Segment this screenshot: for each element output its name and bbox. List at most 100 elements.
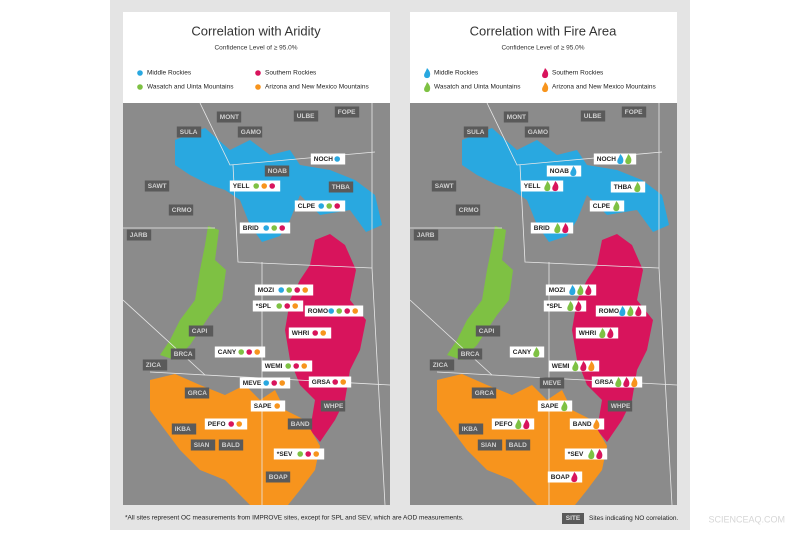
site-label: MEVE <box>243 380 262 387</box>
site-label: IKBA <box>175 426 191 433</box>
site-label: WEMI <box>552 363 570 370</box>
site-badge-box <box>503 111 529 123</box>
site-label: BOAP <box>551 474 570 481</box>
site-badge: ROMO <box>595 305 647 317</box>
site-badge: GAMO <box>237 126 263 138</box>
site-marker <box>263 380 270 386</box>
site-label: GRSA <box>312 379 331 386</box>
site-label: CANY <box>218 349 237 356</box>
site-badge: CLPE <box>294 200 346 212</box>
site-badge: SAWT <box>144 180 170 192</box>
site-badge: *SEV <box>564 448 608 460</box>
site-badge-box <box>471 387 497 399</box>
site-badge: BAND <box>569 418 605 430</box>
site-label: JARB <box>130 232 148 239</box>
site-badge: MOZI <box>254 284 314 296</box>
site-label: YELL <box>233 183 250 190</box>
site-badge-box <box>308 376 352 388</box>
site-label: FOPE <box>338 109 356 116</box>
site-marker <box>284 303 291 309</box>
site-badge: YELL <box>520 180 564 192</box>
site-marker <box>294 287 301 293</box>
site-label: SULA <box>180 129 198 136</box>
site-label: CLPE <box>593 203 611 210</box>
site-badge: SAPE <box>537 400 573 412</box>
site-badge-box <box>475 325 501 337</box>
site-label: BALD <box>222 442 240 449</box>
site-label: BOAP <box>269 474 288 481</box>
site-badge-box <box>170 348 196 360</box>
site-label: ROMO <box>308 308 328 315</box>
site-label: ZICA <box>433 362 448 369</box>
site-marker <box>332 379 339 385</box>
site-badge-box <box>575 327 619 339</box>
site-marker <box>236 421 242 427</box>
site-marker <box>263 225 270 231</box>
site-badge-box <box>569 418 605 430</box>
site-badge-box <box>509 346 545 358</box>
site-label: BALD <box>509 442 527 449</box>
site-badge: BOAP <box>547 471 583 483</box>
site-badge: MOZI <box>545 284 597 296</box>
site-label: PEFO <box>495 421 513 428</box>
site-badge-box <box>491 418 535 430</box>
site-marker <box>253 183 259 189</box>
site-label: CRMO <box>172 207 192 214</box>
site-badge-box <box>429 359 455 371</box>
site-label: ULBE <box>297 113 315 120</box>
site-badge-box <box>218 439 244 451</box>
site-marker <box>238 349 244 355</box>
site-badge: JARB <box>126 229 152 241</box>
site-badge-box <box>607 400 633 412</box>
site-label: BRID <box>534 225 550 232</box>
site-marker <box>279 380 286 386</box>
site-marker <box>328 308 335 314</box>
legend-icon <box>137 84 143 90</box>
site-label: GAMO <box>241 129 261 136</box>
site-badge-box <box>334 106 360 118</box>
site-badge: CANY <box>509 346 545 358</box>
site-label: SIAN <box>194 442 210 449</box>
site-label: MONT <box>220 114 239 121</box>
site-badge: FOPE <box>334 106 360 118</box>
site-badge: NOCH <box>593 153 637 165</box>
site-badge: WHRI <box>288 327 332 339</box>
site-badge-box <box>431 180 457 192</box>
site-badge-box <box>530 222 574 234</box>
site-label: *SEV <box>277 451 293 458</box>
site-label: ZICA <box>146 362 161 369</box>
site-marker <box>336 308 343 314</box>
site-label: CANY <box>513 349 532 356</box>
panel: Correlation with Aridity Confidence Level… <box>123 12 390 505</box>
site-badge-box <box>593 153 637 165</box>
site-badge-box <box>328 181 354 193</box>
site-badge-box <box>543 300 587 312</box>
site-marker <box>278 287 285 293</box>
site-badge: GRCA <box>471 387 497 399</box>
site-badge: GRSA <box>591 376 643 388</box>
site-marker <box>312 330 319 336</box>
site-label: GAMO <box>528 129 548 136</box>
site-marker <box>326 203 333 209</box>
site-badge: CLPE <box>589 200 625 212</box>
site-badge-box <box>564 448 608 460</box>
site-badge-box <box>320 400 346 412</box>
site-label: ULBE <box>584 113 602 120</box>
site-badge-box <box>204 418 248 430</box>
site-marker <box>269 183 276 189</box>
site-marker <box>334 203 341 209</box>
site-badge: BRCA <box>170 348 196 360</box>
site-badge-box <box>477 439 503 451</box>
site-badge: ULBE <box>293 110 319 122</box>
site-marker <box>301 363 308 369</box>
site-label: *SPL <box>256 303 271 310</box>
site-badge-box <box>580 110 606 122</box>
site-badge-box <box>250 400 286 412</box>
site-marker <box>302 287 309 293</box>
site-badge-box <box>190 439 216 451</box>
site-badge-box <box>413 229 439 241</box>
site-badge: SIAN <box>477 439 503 451</box>
site-badge-box <box>188 325 214 337</box>
